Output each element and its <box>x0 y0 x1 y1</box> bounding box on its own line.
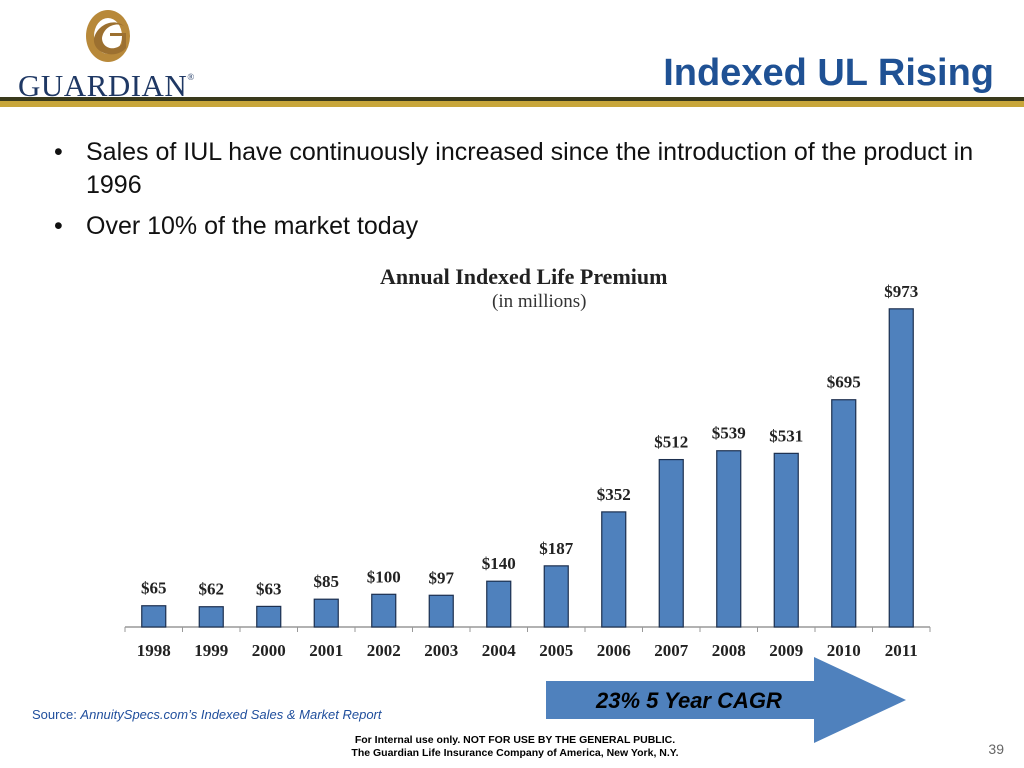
x-tick-label-2002: 2002 <box>367 641 401 660</box>
chart-title: Annual Indexed Life Premium <box>380 264 668 289</box>
cagr-label: 23% 5 Year CAGR <box>596 688 782 713</box>
guardian-logo: GUARDIAN® <box>14 6 214 103</box>
data-label-2011: $973 <box>884 282 918 301</box>
data-label-2010: $695 <box>827 373 861 392</box>
data-label-2008: $539 <box>712 424 746 443</box>
bar-2006 <box>601 511 627 628</box>
footer-line-1: For Internal use only. NOT FOR USE BY TH… <box>354 734 676 746</box>
data-label-2004: $140 <box>482 554 516 573</box>
guardian-g-icon <box>86 10 130 62</box>
data-label-2001: $85 <box>314 572 340 591</box>
x-tick-label-2003: 2003 <box>424 641 458 660</box>
x-tick-label-2001: 2001 <box>309 641 343 660</box>
page-number: 39 <box>988 741 1004 757</box>
bar-2002 <box>371 593 397 628</box>
source-note: Source: AnnuitySpecs.com’s Indexed Sales… <box>32 707 382 722</box>
data-label-2007: $512 <box>654 433 688 452</box>
bar-2007 <box>658 458 684 628</box>
bar-2008 <box>716 450 742 628</box>
bar-2001 <box>313 598 339 628</box>
x-tick-label-2004: 2004 <box>482 641 517 660</box>
bullet-item: • Over 10% of the market today <box>54 212 419 240</box>
slide-title: Indexed UL Rising <box>663 52 994 94</box>
chart-subtitle: (in millions) <box>492 291 587 312</box>
footer-disclaimer: For Internal use only. NOT FOR USE BY TH… <box>300 734 730 760</box>
cagr-arrow <box>546 657 906 743</box>
data-label-1998: $65 <box>141 579 167 598</box>
data-label-2000: $63 <box>256 579 282 598</box>
bar-2003 <box>428 594 454 628</box>
x-tick-label-2000: 2000 <box>252 641 286 660</box>
data-label-2005: $187 <box>539 539 574 558</box>
bar-2005 <box>543 565 569 628</box>
data-label-2003: $97 <box>429 568 455 587</box>
bullet-item: • Sales of IUL have continuously increase… <box>54 138 974 199</box>
bullet-list: • Sales of IUL have continuously increase… <box>50 136 980 251</box>
data-label-2002: $100 <box>367 567 401 586</box>
header-rule-gold <box>0 101 1024 107</box>
x-tick-label-1998: 1998 <box>137 641 171 660</box>
bar-2004 <box>486 580 512 628</box>
x-tick-label-1999: 1999 <box>194 641 228 660</box>
bar-2000 <box>256 605 282 628</box>
bar-2011 <box>888 308 914 628</box>
footer-line-2: The Guardian Life Insurance Company of A… <box>351 747 679 759</box>
bar-1998 <box>141 605 167 628</box>
bar-1999 <box>198 606 224 628</box>
bar-2009 <box>773 452 799 628</box>
header-rule <box>0 97 1024 101</box>
bar-2010 <box>831 399 857 628</box>
data-label-1999: $62 <box>199 580 225 599</box>
data-label-2006: $352 <box>597 485 631 504</box>
data-label-2009: $531 <box>769 426 803 445</box>
